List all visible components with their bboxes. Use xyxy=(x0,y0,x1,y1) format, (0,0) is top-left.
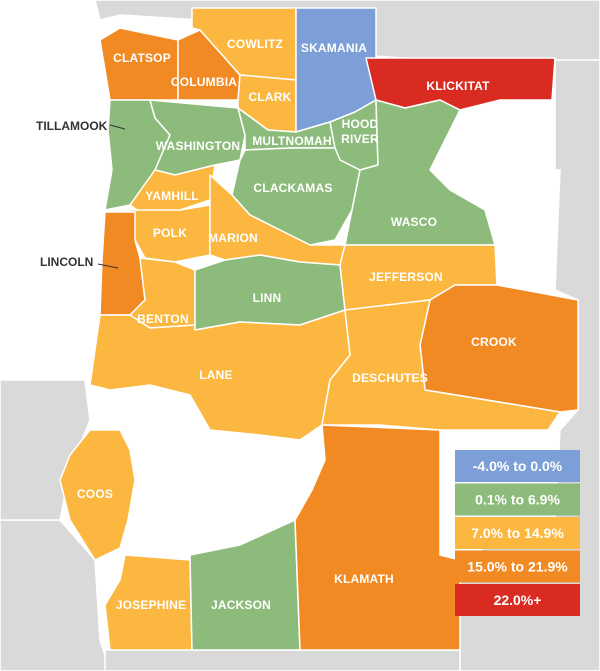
label-washington: WASHINGTON xyxy=(156,139,240,153)
label-clark: CLARK xyxy=(249,90,292,104)
label-polk: POLK xyxy=(153,226,187,240)
legend-swatch-2 xyxy=(455,517,580,549)
legend-label-2: 7.0% to 14.9% xyxy=(471,525,564,541)
label-columbia: COLUMBIA xyxy=(171,75,237,89)
callout-tillamook: TILLAMOOK xyxy=(36,119,108,133)
callout-tillamook-leader xyxy=(109,124,126,130)
label-benton: BENTON xyxy=(137,312,189,326)
callout-labels: TILLAMOOK LINCOLN xyxy=(36,119,126,269)
county-klamath[interactable] xyxy=(294,424,461,651)
label-skamania: SKAMANIA xyxy=(301,41,367,55)
label-wasco: WASCO xyxy=(391,215,437,229)
label-jefferson: JEFFERSON xyxy=(369,270,443,284)
counties xyxy=(59,7,579,651)
county-labels: CLATSOP COLUMBIA COWLITZ SKAMANIA KLICKI… xyxy=(77,37,517,612)
neighbor-south-strip xyxy=(104,649,461,671)
label-lane: LANE xyxy=(199,368,232,382)
label-hood-river-2: RIVER xyxy=(341,132,379,146)
legend: -4.0% to 0.0% 0.1% to 6.9% 7.0% to 14.9% 15… xyxy=(455,450,580,616)
label-multnomah: MULTNOMAH xyxy=(252,134,332,148)
county-polk[interactable] xyxy=(129,204,211,263)
legend-swatch-1 xyxy=(455,483,580,516)
label-yamhill: YAMHILL xyxy=(145,189,199,203)
label-crook: CROOK xyxy=(471,335,517,349)
legend-swatch-4 xyxy=(455,584,580,616)
callout-lincoln: LINCOLN xyxy=(40,255,93,269)
label-klamath: KLAMATH xyxy=(334,572,394,586)
label-coos: COOS xyxy=(77,487,113,501)
legend-label-3: 15.0% to 21.9% xyxy=(467,559,568,575)
county-wasco[interactable] xyxy=(344,99,496,246)
label-clatsop: CLATSOP xyxy=(113,51,171,65)
legend-label-0: -4.0% to 0.0% xyxy=(473,458,563,474)
label-hood-river-1: HOOD xyxy=(342,117,379,131)
county-coos[interactable] xyxy=(59,429,136,561)
label-linn: LINN xyxy=(253,291,282,305)
county-jackson[interactable] xyxy=(189,519,301,651)
callout-lincoln-leader xyxy=(97,263,119,269)
legend-label-1: 0.1% to 6.9% xyxy=(475,492,560,508)
legend-label-4: 22.0%+ xyxy=(494,592,542,608)
label-klickitat: KLICKITAT xyxy=(426,79,490,93)
label-cowlitz: COWLITZ xyxy=(227,37,283,51)
label-deschutes: DESCHUTES xyxy=(352,371,428,385)
label-josephine: JOSEPHINE xyxy=(116,598,187,612)
label-clackamas: CLACKAMAS xyxy=(253,181,332,195)
label-jackson: JACKSON xyxy=(211,598,271,612)
legend-swatch-3 xyxy=(455,550,580,583)
label-marion: MARION xyxy=(208,231,258,245)
county-deschutes[interactable] xyxy=(321,299,561,431)
legend-swatch-0 xyxy=(455,450,580,482)
